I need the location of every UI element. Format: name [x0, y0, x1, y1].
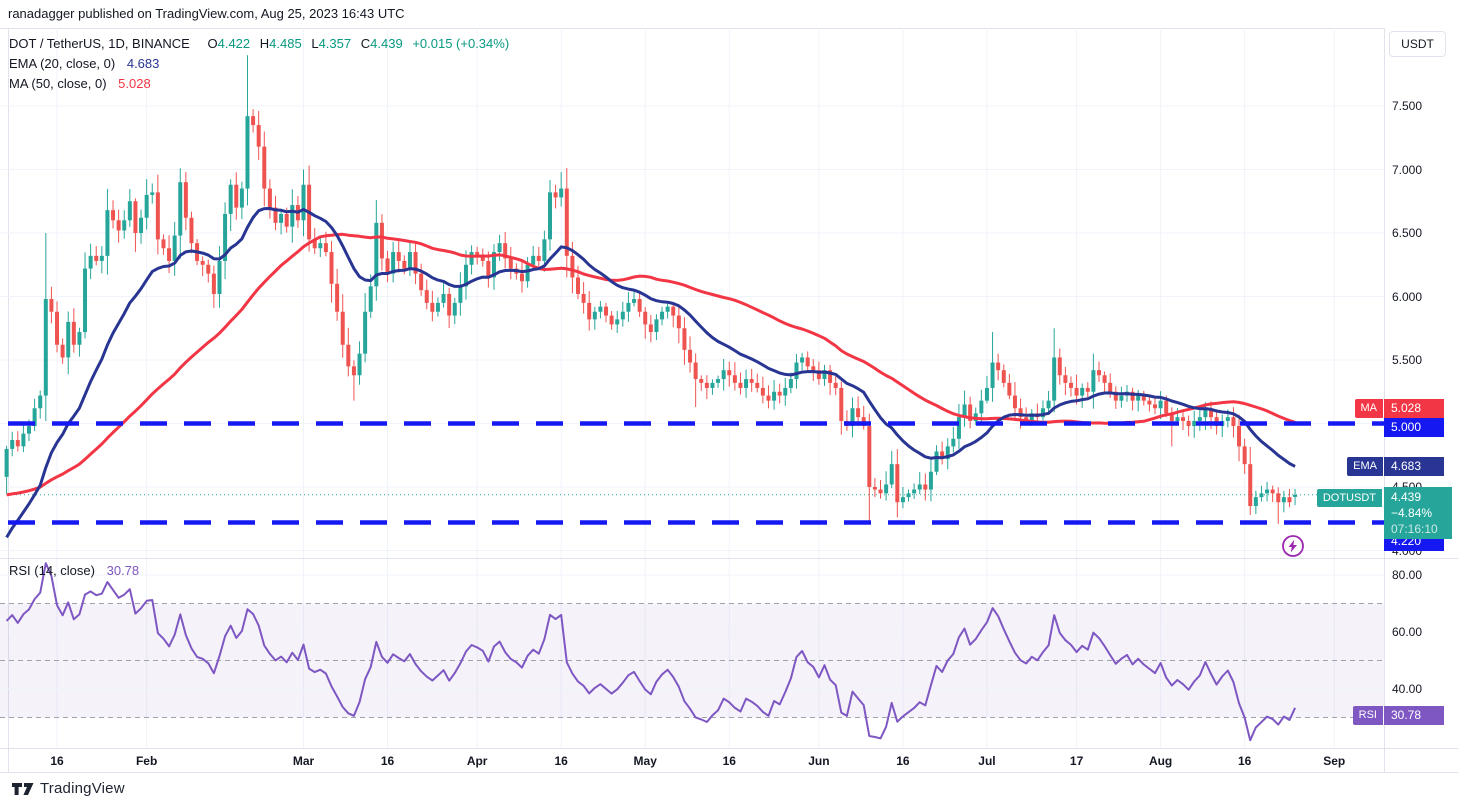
time-tick-label: Aug — [1148, 754, 1173, 768]
symbol-axis-tag: DOTUSDT — [1316, 489, 1382, 507]
symbol-last-price: 4.439 — [1391, 490, 1422, 504]
time-axis-top-border — [0, 748, 1458, 749]
lightning-bolt-icon — [1282, 535, 1304, 557]
time-axis-bottom-border — [0, 772, 1458, 773]
time-tick-label: 16 — [554, 754, 568, 768]
ma50-line — [6, 232, 1296, 497]
rsi-indicator-value: 30.78 — [106, 563, 140, 578]
rsi-tick-label: 60.00 — [1392, 625, 1423, 639]
rsi-tick-label: 80.00 — [1392, 568, 1423, 582]
symbol-price-block: 4.439 −4.84% 07:16:10 — [1384, 487, 1452, 539]
hline-5000-axis-label: 5.000 — [1384, 418, 1444, 437]
ema-tag-name: EMA — [1347, 457, 1383, 476]
ma-indicator-value: 5.028 — [118, 76, 151, 91]
price-pane-candlestick-chart[interactable] — [0, 28, 1384, 558]
time-tick-label: 16 — [896, 754, 910, 768]
rsi-axis-value: 30.78 — [1384, 706, 1444, 725]
ma-tag-value: 5.028 — [1391, 401, 1422, 415]
time-tick-label: Feb — [135, 754, 158, 768]
price-tick-label: 6.000 — [1392, 289, 1423, 304]
low-value: 4.357 — [318, 36, 352, 51]
ma-tag-name: MA — [1354, 399, 1383, 418]
tradingview-mark-icon — [12, 782, 34, 795]
legend-rsi-row[interactable]: RSI (14, close) 30.78 — [9, 563, 139, 578]
pane-separator[interactable] — [0, 558, 1458, 559]
open-label: O — [207, 36, 218, 51]
time-tick-label: 16 — [50, 754, 64, 768]
bar-countdown: 07:16:10 — [1391, 522, 1438, 536]
ema-tag-value: 4.683 — [1391, 459, 1422, 473]
price-tick-label: 7.500 — [1392, 99, 1423, 113]
low-label: L — [311, 36, 319, 51]
ema-axis-tag: EMA — [1347, 457, 1384, 476]
high-value: 4.485 — [269, 36, 302, 51]
legend-ma-row[interactable]: MA (50, close, 0) 5.028 — [9, 76, 509, 91]
ma-axis-tag: MA — [1354, 399, 1385, 418]
legend-symbol-row[interactable]: DOT / TetherUS, 1D, BINANCE O4.422 H4.48… — [9, 36, 509, 51]
time-tick-label: Apr — [466, 754, 488, 768]
time-tick-label: 16 — [722, 754, 736, 768]
rsi-line — [5, 562, 1297, 742]
ma-axis-value: 5.028 — [1384, 399, 1444, 418]
tradingview-brand-text: TradingView — [40, 780, 125, 797]
ema20-line — [5, 207, 1296, 539]
rsi-tag-name: RSI — [1352, 706, 1383, 725]
time-tick-label: Mar — [292, 754, 315, 768]
time-tick-label: Jun — [808, 754, 830, 768]
rsi-tag-value: 30.78 — [1391, 708, 1422, 722]
price-tick-label: 6.500 — [1392, 226, 1423, 240]
frame-left-border — [8, 28, 9, 772]
currency-toggle-button[interactable]: USDT — [1389, 31, 1446, 57]
rsi-indicator-name: RSI (14, close) — [9, 563, 95, 578]
price-tick-label: 5.500 — [1392, 353, 1423, 367]
publish-watermark: ranadagger published on TradingView.com,… — [8, 6, 405, 21]
ema-axis-value: 4.683 — [1384, 457, 1444, 476]
high-label: H — [259, 36, 270, 51]
time-tick-label: Jul — [978, 754, 996, 768]
price-gridlines — [0, 28, 1384, 558]
time-tick-label: Sep — [1323, 754, 1346, 768]
hline-5000-value: 5.000 — [1391, 420, 1422, 434]
candlestick-series — [4, 55, 1298, 524]
rsi-tick-label: 40.00 — [1392, 682, 1423, 696]
idea-flash-marker[interactable] — [1281, 534, 1305, 558]
close-value: 4.439 — [370, 36, 403, 51]
symbol-title: DOT / TetherUS, 1D, BINANCE — [9, 36, 190, 51]
rsi-pane-chart[interactable] — [0, 559, 1384, 748]
ema-indicator-name: EMA (20, close, 0) — [9, 56, 116, 71]
rsi-axis-tag: RSI — [1352, 706, 1384, 725]
legend-ema-row[interactable]: EMA (20, close, 0) 4.683 — [9, 56, 509, 71]
open-value: 4.422 — [217, 36, 251, 51]
rsi-legend: RSI (14, close) 30.78 — [9, 563, 139, 583]
ma-indicator-name: MA (50, close, 0) — [9, 76, 107, 91]
time-tick-label: 17 — [1069, 754, 1084, 768]
time-tick-label: 16 — [1237, 754, 1252, 768]
change-value: +0.015 (+0.34%) — [412, 36, 510, 51]
time-tick-label: 16 — [380, 754, 395, 768]
ema-indicator-value: 4.683 — [126, 56, 160, 71]
tradingview-logo[interactable]: TradingView — [12, 780, 125, 797]
close-label: C — [360, 36, 371, 51]
chart-legend: DOT / TetherUS, 1D, BINANCE O4.422 H4.48… — [9, 36, 509, 96]
symbol-change-percent: −4.84% — [1391, 506, 1433, 520]
price-tick-label: 7.000 — [1392, 162, 1423, 177]
time-tick-label: May — [633, 754, 657, 768]
